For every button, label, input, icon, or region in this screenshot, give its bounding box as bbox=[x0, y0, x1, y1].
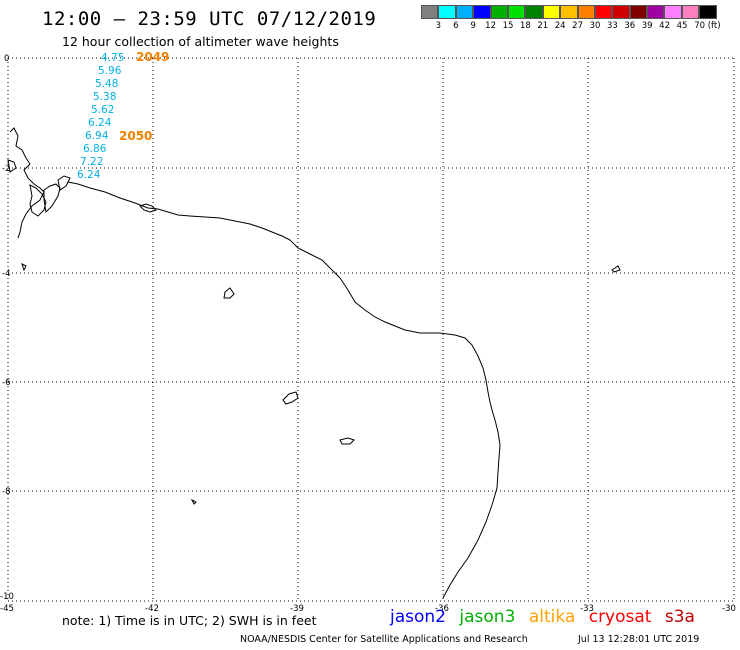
wave-height-label: 5.96 bbox=[98, 65, 122, 77]
wave-height-label: 6.86 bbox=[83, 143, 107, 155]
legend-swatch bbox=[612, 5, 630, 19]
wave-height-label: 5.38 bbox=[93, 91, 117, 103]
legend-swatches bbox=[421, 5, 740, 19]
wave-height-label: 6.94 bbox=[85, 130, 109, 142]
satellite-altika: altika bbox=[528, 607, 576, 627]
map-title: 12:00 – 23:59 UTC 07/12/2019 bbox=[42, 8, 377, 30]
wave-height-label: 7.22 bbox=[80, 156, 104, 168]
legend-label: 9 bbox=[470, 21, 476, 31]
legend-label: 45 bbox=[676, 21, 688, 31]
x-tick-label: -33 bbox=[580, 604, 594, 614]
x-tick-label: -45 bbox=[0, 604, 14, 614]
map-subtitle: 12 hour collection of altimeter wave hei… bbox=[62, 34, 339, 49]
x-tick-label: -36 bbox=[435, 604, 449, 614]
wave-height-legend: 3 6 9 12 15 18 21 24 27 30 33 36 39 42 45 70 (ft) bbox=[421, 5, 740, 31]
satellite-cryosat: cryosat bbox=[588, 607, 652, 627]
legend-swatch bbox=[577, 5, 595, 19]
legend-labels: 3 6 9 12 15 18 21 24 27 30 33 36 39 42 45 70 (ft) bbox=[421, 19, 740, 31]
legend-label: 36 bbox=[624, 21, 636, 31]
wave-height-label: 5.62 bbox=[91, 104, 115, 116]
legend-label: 6 bbox=[453, 21, 459, 31]
wave-height-label: 6.24 bbox=[77, 169, 101, 181]
legend-swatch bbox=[421, 5, 439, 19]
legend-swatch bbox=[507, 5, 526, 19]
y-tick-label: -2 bbox=[2, 164, 10, 174]
wave-height-label: 4.75 bbox=[101, 52, 125, 64]
legend-swatch bbox=[629, 5, 648, 19]
y-tick-label: -10 bbox=[0, 592, 14, 602]
wave-height-label: 5.48 bbox=[95, 78, 119, 90]
legend-label: 30 bbox=[589, 21, 601, 31]
legend-label: 70 (ft) bbox=[694, 21, 721, 31]
legend-swatch bbox=[438, 5, 456, 19]
legend-label: 18 bbox=[519, 21, 531, 31]
time-label: 2050 bbox=[119, 129, 153, 143]
legend-label: 21 bbox=[537, 21, 549, 31]
units-note: note: 1) Time is in UTC; 2) SWH is in fe… bbox=[62, 613, 317, 628]
generated-timestamp: Jul 13 12:28:01 UTC 2019 bbox=[578, 634, 700, 645]
legend-swatch bbox=[681, 5, 700, 19]
legend-swatch bbox=[542, 5, 561, 19]
legend-label: 33 bbox=[606, 21, 618, 31]
legend-label: 39 bbox=[641, 21, 653, 31]
legend-swatch bbox=[699, 5, 717, 19]
legend-label: 12 bbox=[485, 21, 497, 31]
satellite-key: jason2 jason3 altika cryosat s3a bbox=[390, 607, 703, 627]
legend-label: 27 bbox=[572, 21, 584, 31]
legend-swatch bbox=[594, 5, 613, 19]
legend-swatch bbox=[560, 5, 578, 19]
x-tick-label: -42 bbox=[145, 604, 159, 614]
legend-swatch bbox=[525, 5, 543, 19]
time-label: 2049 bbox=[136, 50, 170, 64]
x-tick-label: -39 bbox=[290, 604, 304, 614]
legend-swatch bbox=[490, 5, 508, 19]
credit-line: NOAA/NESDIS Center for Satellite Applica… bbox=[240, 634, 528, 645]
satellite-jason3: jason3 bbox=[459, 607, 516, 627]
legend-label: 24 bbox=[554, 21, 566, 31]
legend-swatch bbox=[473, 5, 491, 19]
satellite-s3a: s3a bbox=[664, 607, 695, 627]
coastline bbox=[7, 127, 621, 599]
legend-swatch bbox=[647, 5, 665, 19]
satellite-jason2: jason2 bbox=[390, 607, 446, 627]
legend-label: 42 bbox=[659, 21, 671, 31]
legend-label: 15 bbox=[502, 21, 514, 31]
y-tick-label: -8 bbox=[2, 487, 10, 497]
y-tick-label: 0 bbox=[4, 54, 9, 64]
y-tick-label: -6 bbox=[2, 378, 10, 388]
legend-swatch bbox=[455, 5, 474, 19]
map-grid bbox=[7, 57, 735, 602]
wave-height-label: 6.24 bbox=[88, 117, 112, 129]
legend-swatch bbox=[664, 5, 682, 19]
x-tick-label: -30 bbox=[722, 604, 736, 614]
y-tick-label: -4 bbox=[2, 269, 10, 279]
legend-label: 3 bbox=[435, 21, 442, 31]
